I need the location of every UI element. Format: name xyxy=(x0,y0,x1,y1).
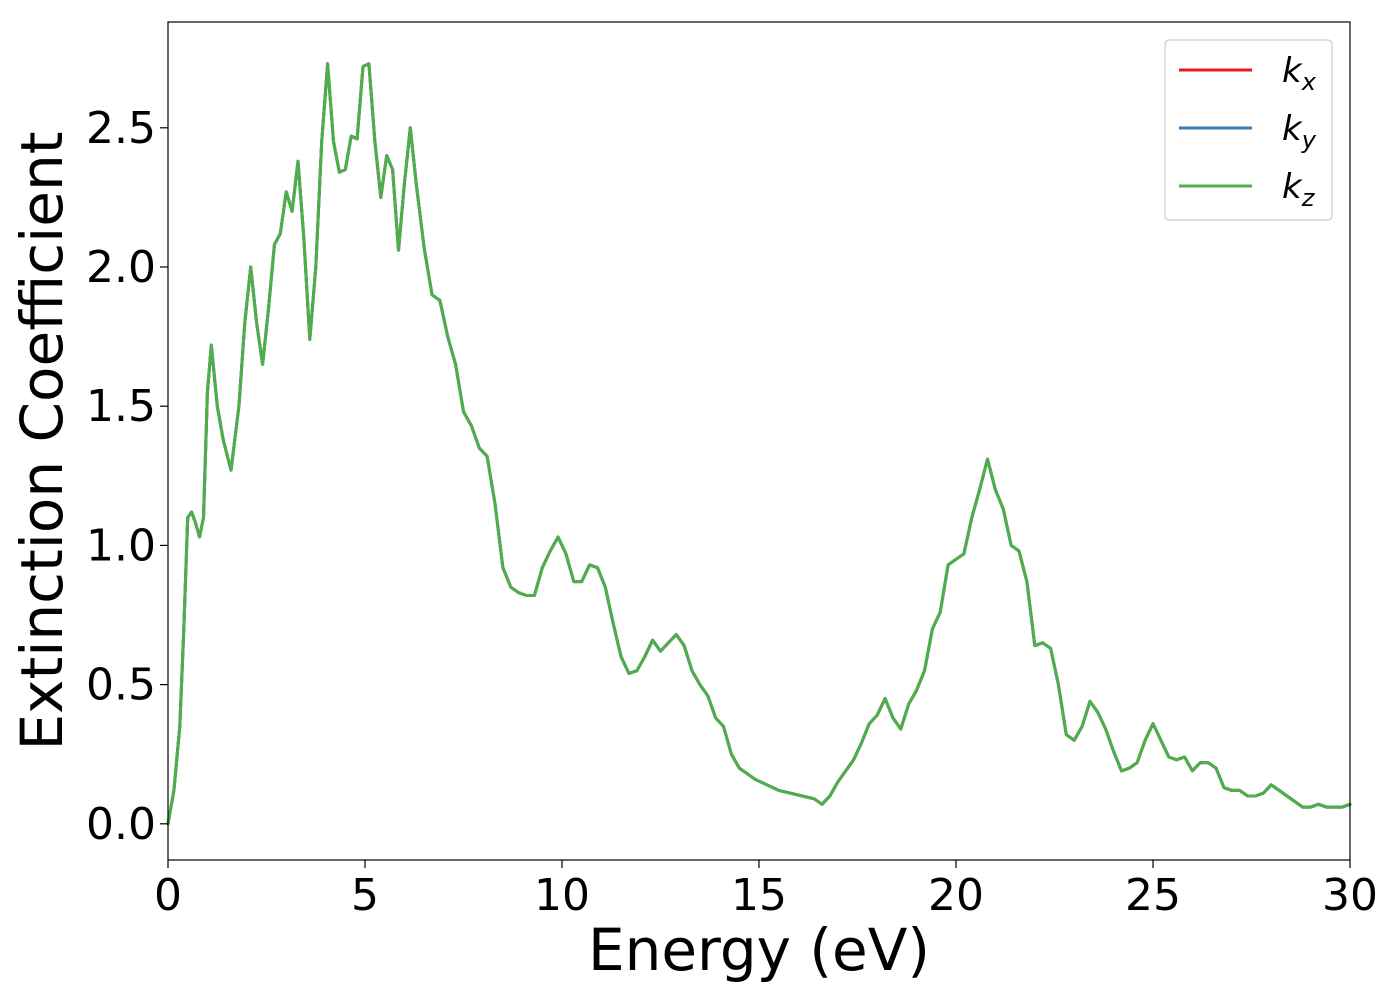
y-tick-label: 2.5 xyxy=(86,103,156,154)
x-axis: 0 5 10 15 20 25 30 xyxy=(154,860,1378,921)
y-tick-label: 0.5 xyxy=(86,660,156,711)
x-tick-label: 25 xyxy=(1125,870,1181,921)
x-tick-label: 0 xyxy=(154,870,182,921)
y-axis-label: Extinction Coefficient xyxy=(8,132,76,751)
x-tick-label: 5 xyxy=(351,870,379,921)
y-tick-label: 1.5 xyxy=(86,381,156,432)
y-tick-label: 0.0 xyxy=(86,799,156,850)
x-tick-label: 15 xyxy=(731,870,787,921)
x-tick-label: 20 xyxy=(928,870,984,921)
y-axis: 0.0 0.5 1.0 1.5 2.0 2.5 xyxy=(86,103,168,850)
y-tick-label: 2.0 xyxy=(86,242,156,293)
x-tick-label: 30 xyxy=(1322,870,1378,921)
x-axis-label: Energy (eV) xyxy=(588,916,930,984)
plot-area xyxy=(168,22,1350,860)
series-layer xyxy=(166,62,1352,826)
legend-box xyxy=(1164,39,1333,221)
y-tick-label: 1.0 xyxy=(86,520,156,571)
x-tick-label: 10 xyxy=(534,870,590,921)
series-line-kz xyxy=(166,62,1352,826)
